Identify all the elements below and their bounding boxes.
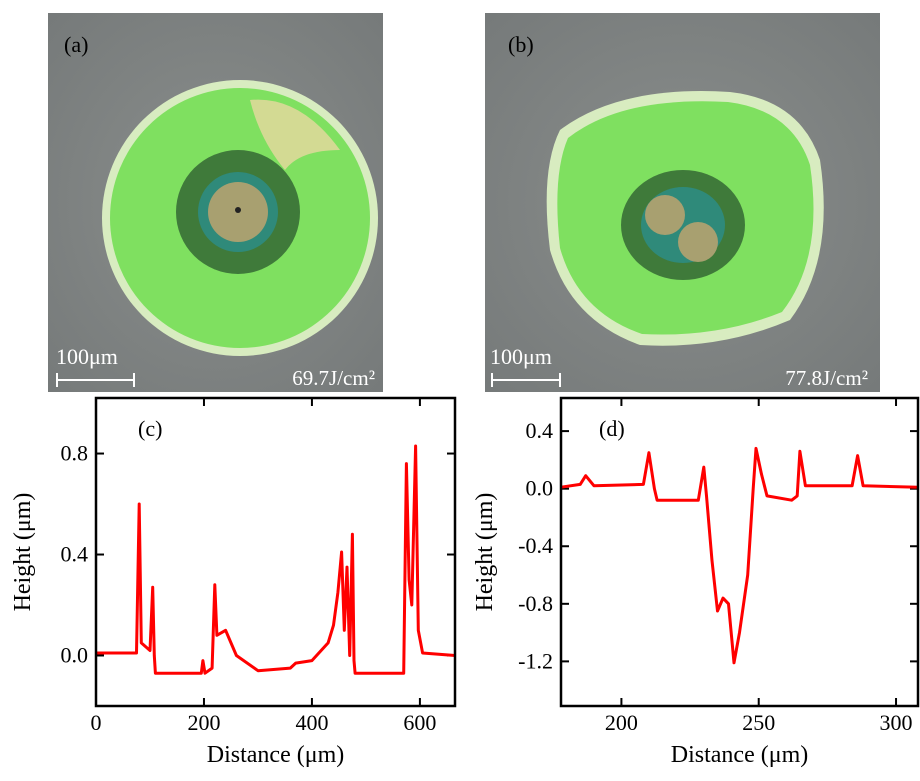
y-tick-label: 0.4 [61,542,89,567]
x-tick-label: 200 [605,710,638,735]
data-line [560,446,919,665]
chart: 0 200 400 600 0.0 0.4 0.8 (c) Distance (μm) Heigh… [10,396,457,768]
y-tick-label: 0.0 [61,643,89,668]
fluence-label: 69.7J/cm² [292,366,375,390]
y-tick-label: 0.0 [526,476,554,501]
x-tick-label: 400 [295,710,328,735]
plot-frame [559,396,920,708]
x-tick-label: 0 [91,710,102,735]
y-tick-label: 0.4 [526,418,554,443]
x-tick-label: 200 [187,710,220,735]
x-axis-label: Distance (μm) [671,742,808,768]
y-tick-label: 0.8 [61,441,89,466]
scale-bar-label: 100μm [56,344,118,369]
micrograph-a: (a) 100μm 69.7J/cm² [48,13,383,392]
plot-frame [94,396,457,708]
panel-label: (a) [64,32,88,57]
x-tick-label: 250 [742,710,775,735]
micrograph-b: (b) 100μm 77.8J/cm² [485,13,880,392]
x-tick-label: 600 [403,710,436,735]
x-axis-label: Distance (μm) [207,742,344,768]
panel-label: (b) [508,32,534,57]
chart: 200 250 300 0.4 0.0 -0.4 -0.8 -1.2 (d) Distance (… [472,396,920,768]
panel-label: (d) [599,416,625,441]
scale-bar-label: 100μm [490,344,552,369]
y-tick-label: -0.8 [518,591,553,616]
data-line [96,444,456,675]
panel-label: (c) [138,416,162,441]
y-axis-label: Height (μm) [10,493,36,612]
fluence-label: 77.8J/cm² [785,366,868,390]
x-tick-label: 300 [880,710,913,735]
y-axis-label: Height (μm) [472,493,498,612]
y-tick-label: -1.2 [518,648,553,673]
y-tick-label: -0.4 [518,533,553,558]
